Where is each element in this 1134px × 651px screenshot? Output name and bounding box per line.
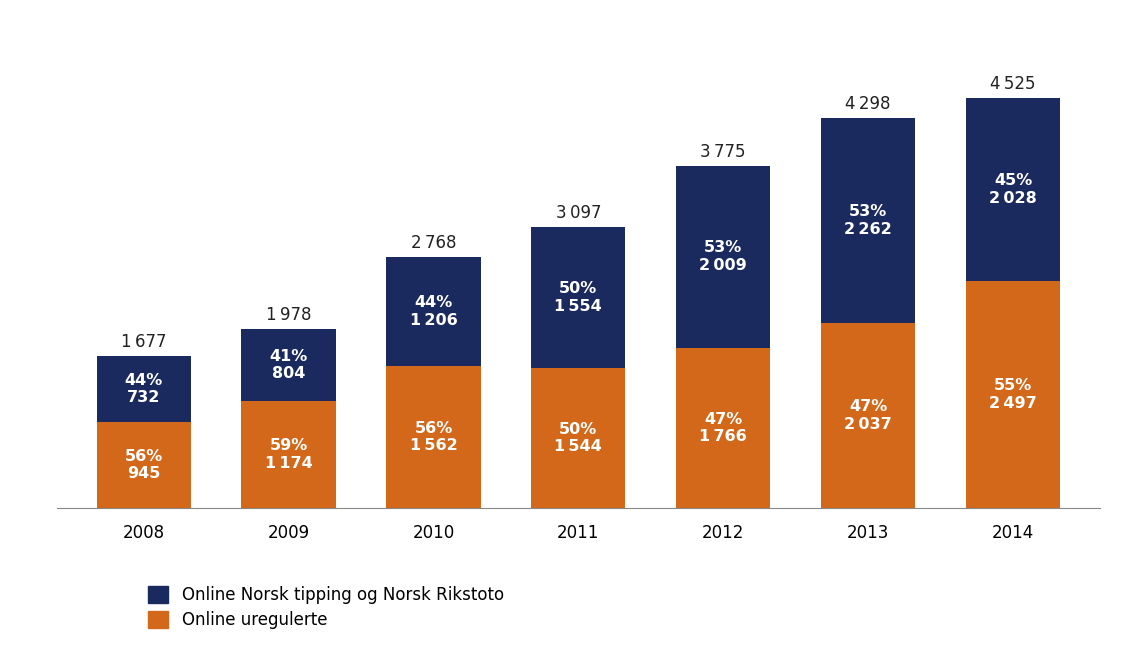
Text: 4 298: 4 298 xyxy=(845,95,891,113)
Bar xyxy=(531,368,626,508)
Bar xyxy=(821,118,915,323)
Text: 55%
2 497: 55% 2 497 xyxy=(989,378,1036,411)
Text: 4 525: 4 525 xyxy=(990,75,1035,92)
Bar xyxy=(676,348,770,508)
Legend: Online Norsk tipping og Norsk Rikstoto, Online uregulerte: Online Norsk tipping og Norsk Rikstoto, … xyxy=(149,586,503,629)
Text: 50%
1 544: 50% 1 544 xyxy=(555,422,602,454)
Text: 44%
1 206: 44% 1 206 xyxy=(409,296,457,327)
Bar xyxy=(387,367,481,508)
Bar xyxy=(96,422,191,508)
Text: 3 097: 3 097 xyxy=(556,204,601,222)
Bar xyxy=(821,323,915,508)
Text: 56%
945: 56% 945 xyxy=(125,449,163,481)
Text: 47%
1 766: 47% 1 766 xyxy=(700,411,747,444)
Text: 44%
732: 44% 732 xyxy=(125,373,163,405)
Text: 1 677: 1 677 xyxy=(121,333,167,351)
Bar xyxy=(387,257,481,367)
Bar xyxy=(531,227,626,368)
Bar xyxy=(676,165,770,348)
Text: 50%
1 554: 50% 1 554 xyxy=(555,281,602,314)
Bar xyxy=(966,281,1060,508)
Text: 47%
2 037: 47% 2 037 xyxy=(845,399,892,432)
Text: 53%
2 009: 53% 2 009 xyxy=(700,240,747,273)
Bar xyxy=(242,329,336,402)
Bar xyxy=(242,402,336,508)
Text: 45%
2 028: 45% 2 028 xyxy=(989,173,1036,206)
Text: 1 978: 1 978 xyxy=(265,305,312,324)
Text: 41%
804: 41% 804 xyxy=(270,349,307,381)
Text: 2 768: 2 768 xyxy=(411,234,456,252)
Text: 56%
1 562: 56% 1 562 xyxy=(409,421,457,453)
Text: 53%
2 262: 53% 2 262 xyxy=(845,204,892,237)
Bar xyxy=(966,98,1060,281)
Text: 59%
1 174: 59% 1 174 xyxy=(264,438,312,471)
Bar xyxy=(96,356,191,422)
Text: 3 775: 3 775 xyxy=(701,143,746,161)
